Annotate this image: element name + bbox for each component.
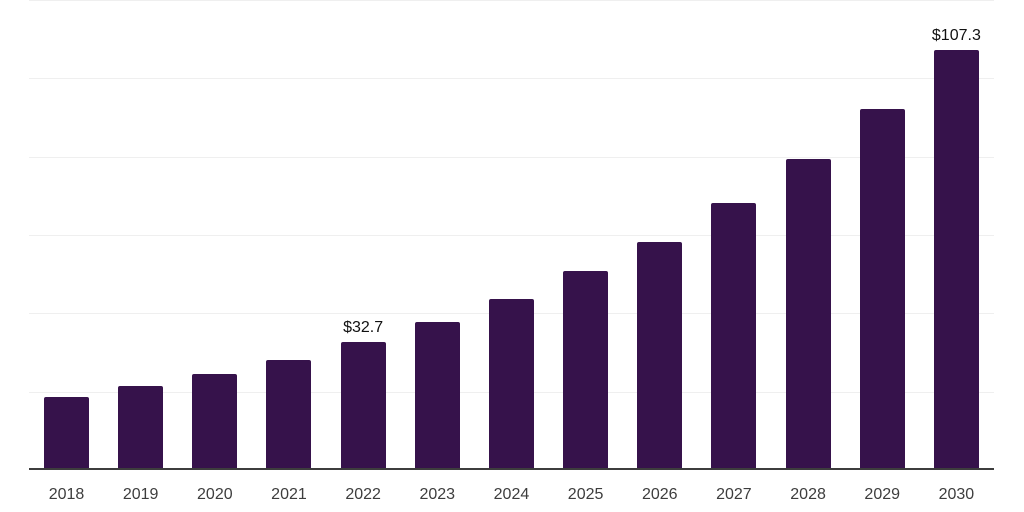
bar bbox=[340, 341, 386, 470]
bar bbox=[414, 322, 460, 470]
bar-group: 2029 bbox=[859, 0, 905, 503]
bar-group: 2025 bbox=[563, 0, 609, 503]
bar bbox=[637, 241, 683, 470]
bar bbox=[563, 271, 609, 470]
x-tick-label: 2019 bbox=[122, 486, 159, 503]
bar-group: 2020 bbox=[192, 0, 238, 503]
x-tick-label: 2028 bbox=[790, 486, 826, 503]
bar-group: 2028 bbox=[785, 0, 831, 503]
bar bbox=[711, 203, 757, 470]
x-tick-label: 2029 bbox=[864, 486, 901, 503]
gridline bbox=[29, 156, 994, 158]
x-tick-label: 2030 bbox=[938, 486, 975, 503]
bar bbox=[192, 373, 238, 470]
bar-group: 2026 bbox=[637, 0, 683, 503]
plot-area: 2018 2019 2020 2021 $32.7 2022 2023 2024 2025 202… bbox=[29, 0, 994, 503]
bar bbox=[118, 386, 164, 470]
bar-value-label: $107.3 bbox=[931, 27, 981, 45]
bar-group: 2023 bbox=[414, 0, 460, 503]
bar-group: 2019 bbox=[118, 0, 164, 503]
bar bbox=[785, 159, 831, 470]
bar-group: $32.7 2022 bbox=[340, 0, 386, 503]
gridline bbox=[29, 235, 994, 236]
x-tick-label: 2018 bbox=[48, 486, 85, 503]
bar bbox=[933, 49, 979, 470]
bar-group: 2024 bbox=[488, 0, 534, 503]
x-tick-label: 2020 bbox=[197, 486, 233, 503]
bar-group: $107.3 2030 bbox=[931, 0, 981, 503]
bar bbox=[266, 360, 312, 470]
x-tick-label: 2024 bbox=[493, 486, 530, 503]
bar-group: 2027 bbox=[711, 0, 757, 503]
bar bbox=[44, 397, 89, 470]
bar-group: 2018 bbox=[44, 0, 89, 503]
x-tick-label: 2026 bbox=[641, 486, 678, 503]
bar-group: 2021 bbox=[266, 0, 312, 503]
x-axis-line bbox=[29, 468, 994, 470]
bar bbox=[859, 108, 905, 470]
bars-container: 2018 2019 2020 2021 $32.7 2022 2023 2024 2025 202… bbox=[29, 0, 994, 503]
x-tick-label: 2021 bbox=[271, 486, 307, 503]
bar-value-label: $32.7 bbox=[343, 319, 384, 337]
x-tick-label: 2022 bbox=[345, 486, 381, 503]
bar bbox=[488, 298, 534, 470]
x-tick-label: 2027 bbox=[716, 486, 752, 503]
x-tick-label: 2023 bbox=[419, 486, 456, 503]
x-tick-label: 2025 bbox=[567, 486, 604, 503]
gridline bbox=[29, 0, 994, 1]
gridline bbox=[29, 78, 994, 80]
